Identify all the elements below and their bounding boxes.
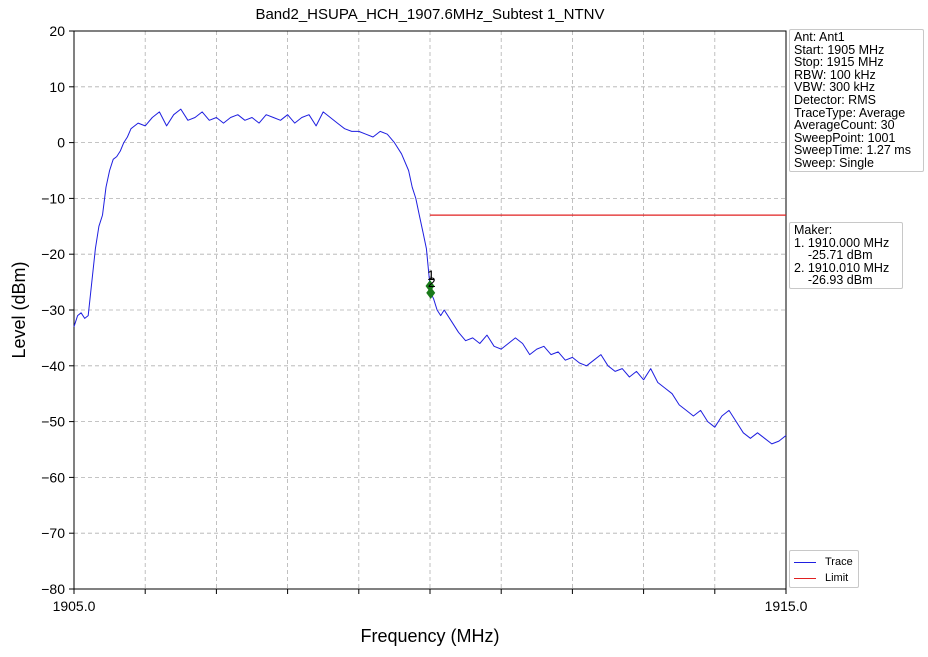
- info-line: Start: 1905 MHz: [794, 42, 885, 57]
- y-tick-label: −80: [41, 581, 65, 597]
- legend-label-trace: Trace: [825, 556, 853, 568]
- y-tick-label: 20: [49, 23, 65, 39]
- legend-label-limit: Limit: [825, 572, 849, 584]
- y-axis-label: Level (dBm): [9, 261, 29, 358]
- info-line: SweepPoint: 1001: [794, 130, 896, 145]
- info-line: Sweep: Single: [794, 155, 874, 170]
- legend-swatch-trace: [794, 561, 816, 563]
- x-tick-label: 1915.0: [765, 598, 808, 614]
- info-line: VBW: 300 kHz: [794, 80, 876, 95]
- marker-info-line: Maker:: [794, 223, 833, 237]
- chart-title: Band2_HSUPA_HCH_1907.6MHz_Subtest 1_NTNV: [255, 6, 604, 23]
- y-tick-label: −70: [41, 525, 65, 541]
- marker-label-1: 1: [427, 267, 435, 283]
- legend-swatch-limit: [794, 577, 816, 579]
- x-tick-label: 1905.0: [53, 598, 96, 614]
- marker-label-2: 2: [428, 274, 436, 290]
- y-tick-label: −60: [41, 469, 65, 485]
- info-line: Detector: RMS: [794, 92, 876, 107]
- info-line: RBW: 100 kHz: [794, 67, 876, 82]
- series-line-trace: [73, 108, 787, 445]
- y-tick-label: −40: [41, 358, 65, 374]
- y-tick-label: 10: [49, 79, 65, 95]
- x-axis-label: Frequency (MHz): [360, 626, 499, 646]
- marker-info-line: 2. 1910.010 MHz: [794, 260, 890, 275]
- marker-info-line: -25.71 dBm: [794, 248, 873, 263]
- y-tick-label: −30: [41, 302, 65, 318]
- info-line: AverageCount: 30: [794, 118, 895, 133]
- y-tick-label: 0: [57, 135, 65, 151]
- y-tick-label: −20: [41, 246, 65, 262]
- legend: Trace Limit: [789, 550, 859, 588]
- legend-entry-limit: Limit: [794, 571, 848, 585]
- measurement-info-panel: Ant: Ant1 Start: 1905 MHz Stop: 1915 MHz RB…: [789, 29, 924, 172]
- info-line: Ant: Ant1: [794, 30, 845, 44]
- info-line: TraceType: Average: [794, 105, 906, 120]
- y-tick-label: −50: [41, 414, 65, 430]
- legend-entry-trace: Trace: [794, 555, 853, 569]
- marker-info-line: 1. 1910.000 MHz: [794, 235, 890, 250]
- info-line: SweepTime: 1.27 ms: [794, 143, 911, 158]
- marker-info-panel: Maker: 1. 1910.000 MHz -25.71 dBm 2. 1910.…: [789, 222, 903, 289]
- marker-info-line: -26.93 dBm: [794, 273, 873, 288]
- info-line: Stop: 1915 MHz: [794, 55, 884, 70]
- marker-point-2: [426, 286, 436, 299]
- y-tick-label: −10: [41, 190, 65, 206]
